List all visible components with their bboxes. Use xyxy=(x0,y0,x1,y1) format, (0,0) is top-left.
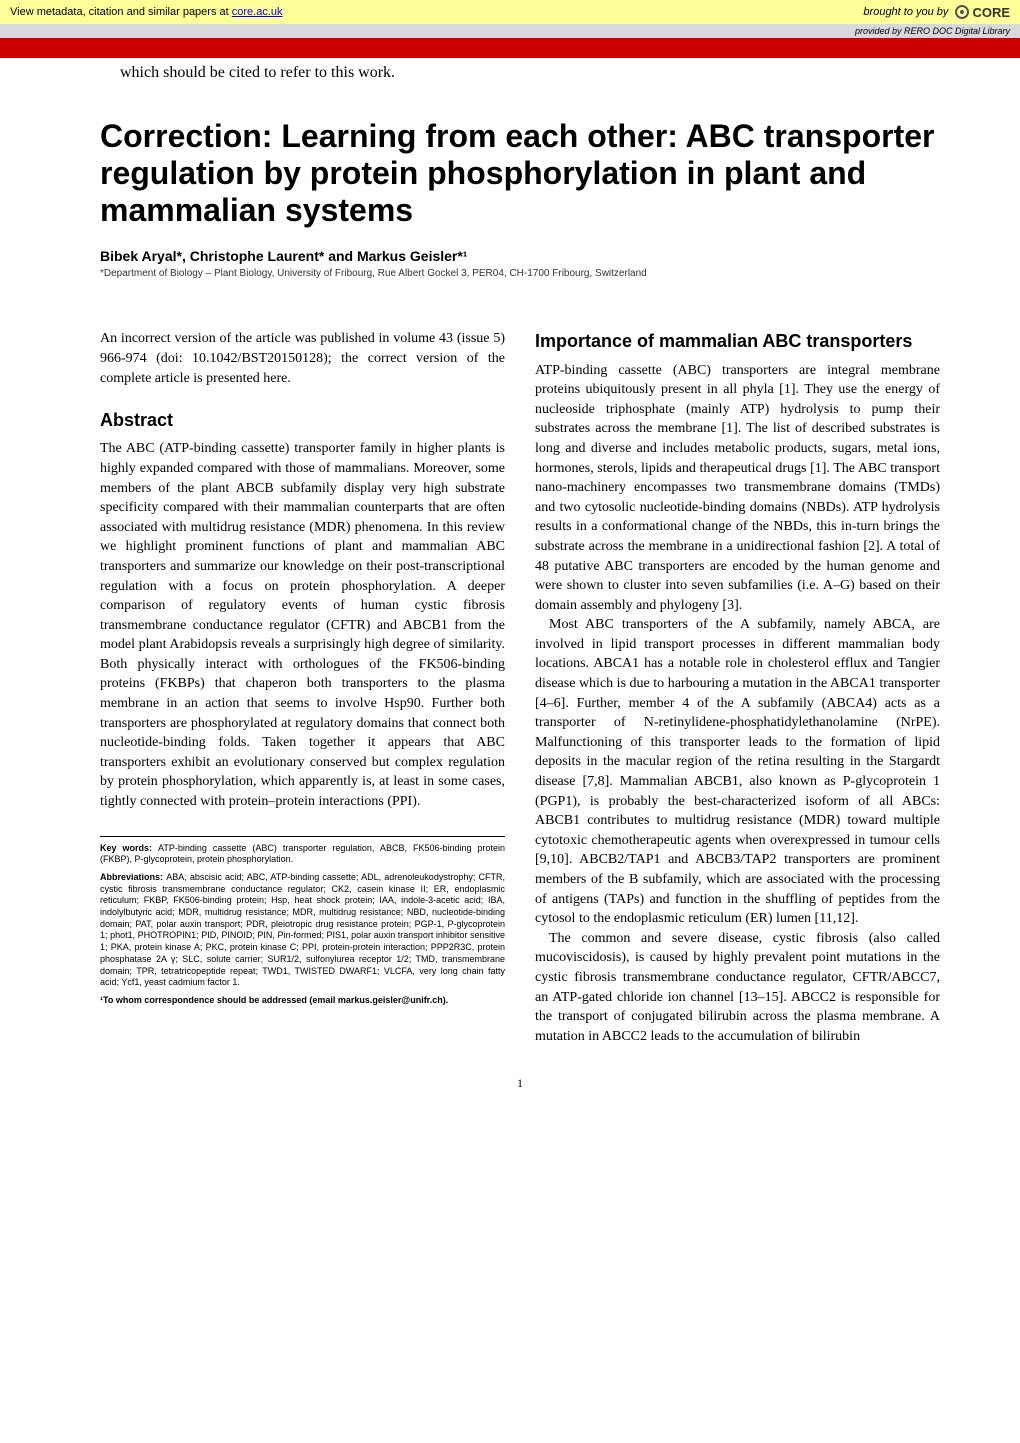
importance-p3: The common and severe disease, cystic fi… xyxy=(535,929,940,1047)
abbreviations-footnote: Abbreviations: ABA, abscisic acid; ABC, … xyxy=(100,872,505,989)
core-logo: CORE xyxy=(954,4,1010,20)
importance-p2: Most ABC transporters of the A subfamily… xyxy=(535,615,940,929)
banner-left: View metadata, citation and similar pape… xyxy=(10,6,283,18)
correction-intro: An incorrect version of the article was … xyxy=(100,329,505,388)
left-column: An incorrect version of the article was … xyxy=(100,329,505,1046)
importance-p1: ATP-binding cassette (ABC) transporters … xyxy=(535,361,940,616)
page-number: 1 xyxy=(100,1076,940,1111)
core-link[interactable]: core.ac.uk xyxy=(232,6,283,18)
article-body: Correction: Learning from each other: AB… xyxy=(0,88,1020,1151)
metadata-banner: View metadata, citation and similar pape… xyxy=(0,0,1020,24)
keywords-footnote: Key words: ATP-binding cassette (ABC) tr… xyxy=(100,843,505,866)
core-icon xyxy=(954,4,970,20)
article-authors: Bibek Aryal*, Christophe Laurent* and Ma… xyxy=(100,248,940,264)
banner-text: View metadata, citation and similar pape… xyxy=(10,6,232,18)
red-header-bar xyxy=(0,38,1020,58)
abstract-body: The ABC (ATP-binding cassette) transport… xyxy=(100,439,505,811)
citation-note: which should be cited to refer to this w… xyxy=(0,58,1020,88)
importance-heading: Importance of mammalian ABC transporters xyxy=(535,329,940,354)
correspondence-footnote: ¹To whom correspondence should be addres… xyxy=(100,995,505,1007)
brought-by-text: brought to you by xyxy=(863,6,948,18)
provided-by-line: provided by RERO DOC Digital Library xyxy=(0,24,1020,38)
two-column-layout: An incorrect version of the article was … xyxy=(100,329,940,1046)
footnote-divider xyxy=(100,836,505,837)
core-badge[interactable]: brought to you by CORE xyxy=(863,4,1010,20)
article-affiliation: *Department of Biology – Plant Biology, … xyxy=(100,268,940,279)
article-title: Correction: Learning from each other: AB… xyxy=(100,118,940,228)
right-column: Importance of mammalian ABC transporters… xyxy=(535,329,940,1046)
abstract-heading: Abstract xyxy=(100,408,505,433)
